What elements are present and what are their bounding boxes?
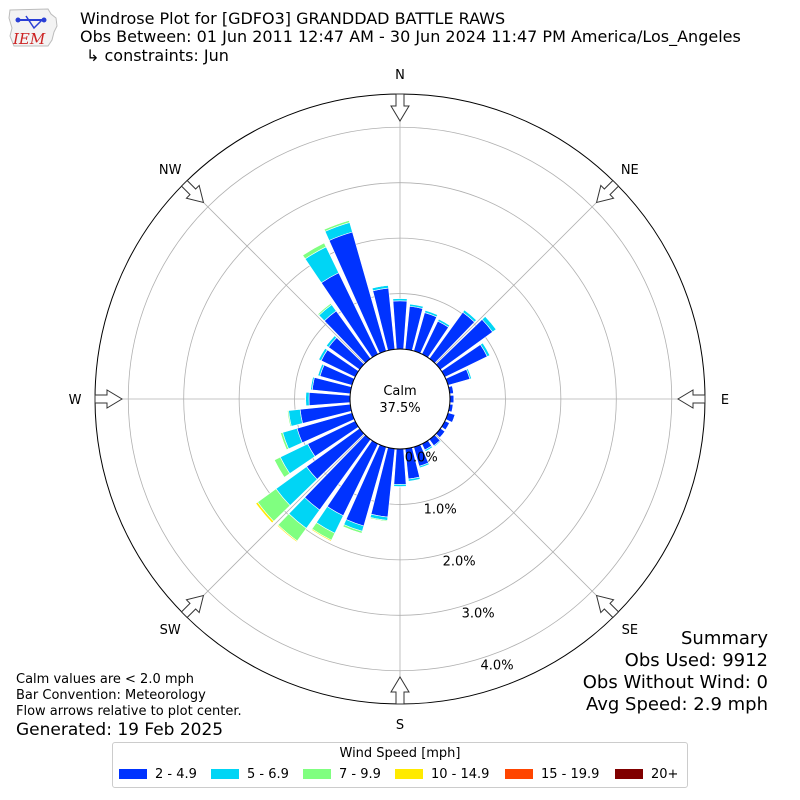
chart-constraints: ↳ constraints: Jun: [86, 46, 229, 65]
grid-spoke: [435, 434, 616, 615]
bar-segment: [325, 334, 336, 347]
generated-date: Generated: 19 Feb 2025: [16, 720, 224, 740]
legend-item-10-14: 10 - 14.9: [395, 767, 489, 783]
bar-segment: [465, 368, 472, 380]
legend-swatch: [119, 769, 147, 779]
summary-avg-speed: Avg Speed: 2.9 mph: [586, 694, 768, 715]
summary-title: Summary: [681, 628, 768, 649]
bar-segment: [433, 440, 442, 448]
bar-segment: [276, 524, 298, 543]
radial-tick-label: 2.0%: [443, 554, 476, 569]
flow-arrow-icon: [94, 389, 123, 409]
flow-arrow-icon: [390, 676, 410, 705]
bar-segment: [255, 501, 275, 524]
calm-definition: Calm values are < 2.0 mph: [16, 672, 195, 687]
legend-item-20-plus: 20+: [615, 767, 678, 783]
bar-segment: [424, 310, 439, 318]
windrose-bars: [255, 219, 498, 543]
legend-swatch: [505, 769, 533, 779]
calm-value: 37.5%: [379, 401, 420, 416]
bar-segment: [309, 376, 314, 391]
compass-label-ne: NE: [621, 163, 639, 178]
compass-label-sw: SW: [160, 623, 181, 638]
bar-segment: [392, 300, 408, 350]
bar-segment: [418, 462, 430, 469]
flow-arrow-icon: [677, 389, 706, 409]
flow-arrow-icon: [595, 594, 620, 619]
legend-title: Wind Speed [mph]: [339, 746, 461, 761]
radial-tick-label: 3.0%: [462, 607, 495, 622]
radial-tick-label: 0.0%: [405, 450, 438, 465]
legend-swatch: [615, 769, 643, 779]
windrose-overlay: Calm 37.5% 0.0% 1.0% 2.0% 3.0% 4.0% N NE E SE S SW W N…: [69, 68, 730, 733]
bar-segment: [392, 298, 408, 302]
summary-obs-used: Obs Used: 9912: [624, 650, 768, 671]
bar-segment: [316, 363, 323, 376]
bar-segment: [279, 432, 287, 451]
compass-label-se: SE: [622, 623, 638, 638]
grid-spoke: [184, 434, 365, 615]
bar-segment: [407, 476, 421, 482]
legend-item-2-4: 2 - 4.9: [119, 767, 197, 783]
bar-segment: [462, 309, 477, 323]
bar-segment: [323, 219, 350, 230]
radial-tick-label: 1.0%: [424, 502, 457, 517]
bar-segment: [273, 459, 285, 479]
logo-text: IEM: [12, 30, 46, 48]
bar-segment: [371, 284, 389, 289]
radial-tick-label: 4.0%: [481, 659, 514, 674]
bar-segment: [316, 302, 332, 315]
legend-item-15-19: 15 - 19.9: [505, 767, 599, 783]
bar-segment: [369, 518, 388, 523]
bar-segment: [451, 385, 455, 394]
calm-circle: [349, 348, 451, 450]
bar-segment: [305, 391, 310, 407]
flow-arrow-icon: [390, 93, 410, 122]
bar-segment: [317, 347, 326, 360]
compass-label-w: W: [69, 393, 82, 408]
bar-segment: [308, 392, 351, 406]
calm-label: Calm: [383, 384, 416, 399]
bar-segment: [484, 315, 498, 330]
flow-arrow-icon: [595, 179, 620, 204]
compass-label-e: E: [721, 393, 729, 408]
bar-segment: [409, 303, 424, 309]
bar-segment: [304, 391, 307, 407]
bar-convention: Bar Convention: Meteorology: [16, 688, 206, 703]
flow-arrow-icon: [180, 179, 205, 204]
legend: Wind Speed [mph] 2 - 4.9 5 - 6.9 7 - 9.9…: [112, 742, 688, 788]
grid-spoke: [435, 183, 616, 364]
bar-segment: [301, 241, 325, 256]
bar-segment: [424, 445, 434, 452]
grid-spoke: [184, 183, 365, 364]
bar-segment: [310, 528, 332, 542]
bar-segment: [287, 410, 292, 427]
bar-segment: [342, 526, 363, 535]
compass-label-n: N: [395, 68, 405, 83]
flow-arrows-note: Flow arrows relative to plot center.: [16, 704, 242, 719]
summary-obs-without-wind: Obs Without Wind: 0: [582, 672, 768, 693]
bar-segment: [439, 431, 446, 439]
legend-item-7-9: 7 - 9.9: [303, 767, 381, 783]
bar-segment: [393, 486, 407, 488]
flow-arrow-icon: [180, 594, 205, 619]
chart-period: Obs Between: 01 Jun 2011 12:47 AM - 30 J…: [80, 27, 741, 46]
legend-swatch: [395, 769, 423, 779]
bar-segment: [451, 414, 456, 423]
compass-label-nw: NW: [159, 163, 182, 178]
compass-label-s: S: [396, 718, 404, 733]
legend-item-5-6: 5 - 6.9: [211, 767, 289, 783]
iem-logo: IEM: [8, 8, 58, 48]
chart-title: Windrose Plot for [GDFO3] GRANDDAD BATTL…: [80, 9, 506, 28]
legend-swatch: [211, 769, 239, 779]
bar-segment: [437, 318, 451, 328]
bar-segment: [480, 342, 491, 357]
legend-swatch: [303, 769, 331, 779]
bar-segment: [453, 394, 455, 404]
